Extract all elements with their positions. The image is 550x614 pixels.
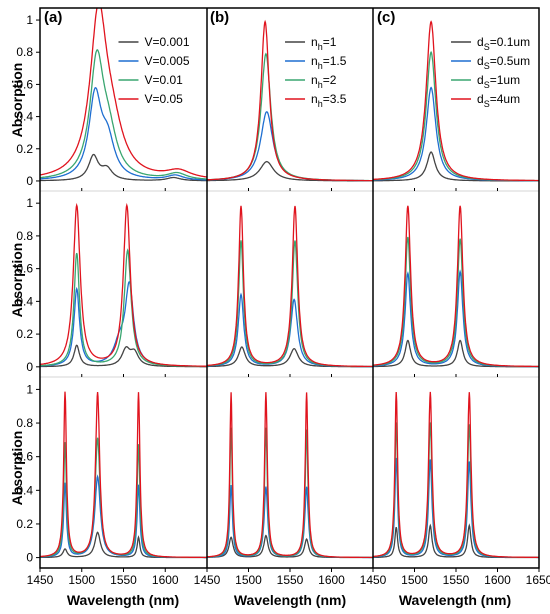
x-tick-label: 1500 [68, 573, 95, 587]
y-axis-label-row-2: Absorption [9, 243, 25, 318]
series-line-b3-1 [207, 534, 373, 559]
x-tick-label: 1450 [194, 573, 221, 587]
series-line-a1-1 [40, 153, 207, 182]
y-tick-label: 0 [26, 174, 33, 188]
y-tick-label: 0.8 [16, 45, 33, 59]
legend-label: nh=1.5 [311, 54, 347, 71]
series-line-c1-3 [373, 50, 539, 182]
x-tick-label: 1600 [484, 573, 511, 587]
x-tick-label: 1450 [360, 573, 387, 587]
y-tick-label: 0.6 [16, 77, 33, 91]
series-line-c1-4 [373, 20, 539, 182]
panel-label-a: (a) [44, 9, 62, 26]
x-tick-label: 1550 [443, 573, 470, 587]
legend-label: dS=1um [477, 73, 520, 90]
series-line-a1-3 [40, 49, 207, 180]
x-tick-label: 1500 [401, 573, 428, 587]
y-tick-label: 0.4 [16, 294, 33, 308]
panel-a-row-1 [40, 8, 207, 182]
series-line-b1-4 [207, 19, 373, 182]
legend-a: V=0.001 V=0.005 V=0.01 V=0.05 [118, 35, 190, 106]
x-tick-label: 1600 [318, 573, 345, 587]
series-line-c3-4 [373, 391, 539, 559]
panel-b-row-3 [207, 392, 373, 559]
y-tick-label: 0 [26, 360, 33, 374]
legend-label: dS=0.1um [477, 35, 530, 52]
x-axis-label-a: Wavelength (nm) [67, 592, 179, 608]
panel-a-row-2 [40, 202, 207, 368]
panel-c-row-1 [373, 20, 539, 182]
x-axis-label-b: Wavelength (nm) [234, 592, 346, 608]
series-line-b1-2 [207, 111, 373, 182]
y-tick-label: 0.2 [16, 142, 33, 156]
y-tick-label: 0.2 [16, 517, 33, 531]
series-line-a1-2 [40, 86, 207, 181]
legend-label: nh=2 [311, 73, 337, 90]
y-tick-label: 1 [26, 13, 33, 27]
x-tick-label: 1500 [235, 573, 262, 587]
y-tick-label: 0 [26, 551, 33, 565]
panel-a-row-3 [40, 391, 207, 559]
panel-b-row-2 [207, 205, 373, 368]
legend-label: nh=1 [311, 35, 337, 52]
panel-c-row-2 [373, 205, 539, 368]
legend-c: dS=0.1um dS=0.5um dS=1um dS=4um [451, 35, 530, 109]
x-tick-label: 1600 [152, 573, 179, 587]
legend-label: dS=4um [477, 92, 520, 109]
y-tick-label: 0.6 [16, 450, 33, 464]
x-tick-label: 1550 [277, 573, 304, 587]
y-tick-label: 0.6 [16, 262, 33, 276]
x-tick-label: 1450 [27, 573, 54, 587]
series-line-a3-3 [40, 437, 207, 559]
panel-c-row-3 [373, 391, 539, 559]
y-tick-label: 0.8 [16, 416, 33, 430]
x-tick-label: 1650 [526, 573, 550, 587]
series-line-b3-2 [207, 484, 373, 559]
y-tick-label: 0.4 [16, 110, 33, 124]
plot-grid [40, 8, 539, 559]
y-tick-label: 1 [26, 196, 33, 210]
legend-label: dS=0.5um [477, 54, 530, 71]
y-tick-label: 0.8 [16, 229, 33, 243]
y-tick-label: 0.4 [16, 483, 33, 497]
series-line-a2-2 [40, 281, 207, 367]
legend-label: V=0.01 [144, 73, 183, 87]
series-line-a3-4 [40, 391, 207, 559]
legends: V=0.001 V=0.005 V=0.01 V=0.05 nh=1 nh=1.5 nh=2… [118, 35, 530, 109]
y-tick-label: 0.2 [16, 327, 33, 341]
series-line-b2-4 [207, 205, 373, 368]
y-axis-label-row-3: Absorption [9, 431, 25, 506]
legend-label: V=0.005 [144, 54, 189, 68]
axes: 0 0.2 0.4 0.6 0.8 1 0 0.2 0.4 0.6 0.8 1 0 0.2 0.4 0.6 0.… [16, 7, 550, 587]
panel-label-b: (b) [210, 9, 229, 26]
series-line-a3-2 [40, 474, 207, 559]
panel-label-c: (c) [377, 9, 395, 26]
y-tick-label: 1 [26, 382, 33, 396]
legend-label: nh=3.5 [311, 92, 347, 109]
series-line-b2-3 [207, 240, 373, 368]
x-axis-label-c: Wavelength (nm) [399, 592, 511, 608]
series-line-c2-4 [373, 205, 539, 368]
series-line-a2-4 [40, 202, 207, 367]
series-line-a1-4 [40, 8, 207, 178]
legend-label: V=0.05 [144, 92, 183, 106]
panel-b-row-1 [207, 19, 373, 182]
series-line-b1-3 [207, 52, 373, 182]
legend-label: V=0.001 [144, 35, 189, 49]
legend-b: nh=1 nh=1.5 nh=2 nh=3.5 [285, 35, 347, 109]
series-line-b3-4 [207, 392, 373, 559]
x-tick-label: 1550 [110, 573, 137, 587]
y-axis-label-row-1: Absorption [9, 63, 25, 138]
